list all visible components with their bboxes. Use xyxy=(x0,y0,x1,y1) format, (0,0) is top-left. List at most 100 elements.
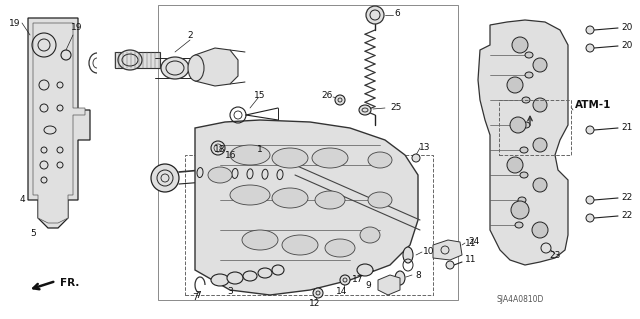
Ellipse shape xyxy=(520,172,528,178)
Text: 3: 3 xyxy=(227,287,233,296)
Text: 25: 25 xyxy=(390,103,401,113)
Text: ATM-1: ATM-1 xyxy=(575,100,611,110)
Circle shape xyxy=(444,244,452,252)
Ellipse shape xyxy=(359,105,371,115)
Text: 10: 10 xyxy=(423,248,435,256)
Ellipse shape xyxy=(525,52,533,58)
Text: 2: 2 xyxy=(187,31,193,40)
Text: 11: 11 xyxy=(465,239,477,248)
Bar xyxy=(158,5,458,300)
Text: 22: 22 xyxy=(621,211,632,219)
Text: 12: 12 xyxy=(309,300,321,308)
Ellipse shape xyxy=(230,145,270,165)
Circle shape xyxy=(586,26,594,34)
Ellipse shape xyxy=(357,264,373,276)
Circle shape xyxy=(533,178,547,192)
Ellipse shape xyxy=(312,148,348,168)
Text: 16: 16 xyxy=(225,151,237,160)
Ellipse shape xyxy=(360,227,380,243)
Text: 13: 13 xyxy=(419,144,431,152)
Circle shape xyxy=(335,95,345,105)
Circle shape xyxy=(586,214,594,222)
Polygon shape xyxy=(478,20,568,265)
Text: 19: 19 xyxy=(8,19,20,27)
Circle shape xyxy=(510,117,526,133)
Ellipse shape xyxy=(366,6,384,24)
Text: 26: 26 xyxy=(321,91,333,100)
Circle shape xyxy=(446,261,454,269)
Ellipse shape xyxy=(518,197,526,203)
Text: 14: 14 xyxy=(336,286,348,295)
Circle shape xyxy=(586,126,594,134)
Circle shape xyxy=(586,44,594,52)
Text: 15: 15 xyxy=(254,91,266,100)
Bar xyxy=(115,52,160,68)
Circle shape xyxy=(151,164,179,192)
Ellipse shape xyxy=(161,57,189,79)
Circle shape xyxy=(541,243,551,253)
Circle shape xyxy=(533,138,547,152)
Text: 20: 20 xyxy=(621,41,632,49)
Circle shape xyxy=(533,98,547,112)
Circle shape xyxy=(340,275,350,285)
Text: FR.: FR. xyxy=(60,278,79,288)
Ellipse shape xyxy=(211,274,229,286)
Ellipse shape xyxy=(118,50,142,70)
Ellipse shape xyxy=(258,268,272,278)
Text: 7: 7 xyxy=(195,291,201,300)
Text: 11: 11 xyxy=(465,256,477,264)
Bar xyxy=(499,100,571,155)
Ellipse shape xyxy=(315,191,345,209)
Ellipse shape xyxy=(325,239,355,257)
Ellipse shape xyxy=(230,185,270,205)
Ellipse shape xyxy=(403,247,413,263)
Text: 8: 8 xyxy=(415,271,420,279)
Polygon shape xyxy=(195,120,418,295)
Ellipse shape xyxy=(522,122,530,128)
Ellipse shape xyxy=(208,167,232,183)
Circle shape xyxy=(507,157,523,173)
Bar xyxy=(185,155,433,295)
Text: SJA4A0810D: SJA4A0810D xyxy=(496,295,544,305)
Ellipse shape xyxy=(272,265,284,275)
Text: 17: 17 xyxy=(352,276,364,285)
Text: 5: 5 xyxy=(30,228,36,238)
Ellipse shape xyxy=(282,235,318,255)
Ellipse shape xyxy=(520,147,528,153)
Polygon shape xyxy=(433,240,462,260)
Circle shape xyxy=(313,288,323,298)
Ellipse shape xyxy=(272,148,308,168)
Ellipse shape xyxy=(368,192,392,208)
Text: 19: 19 xyxy=(71,24,83,33)
Ellipse shape xyxy=(243,271,257,281)
Ellipse shape xyxy=(227,272,243,284)
Text: 22: 22 xyxy=(621,192,632,202)
Polygon shape xyxy=(195,48,238,86)
Ellipse shape xyxy=(368,152,392,168)
Polygon shape xyxy=(378,275,400,295)
Ellipse shape xyxy=(272,188,308,208)
Polygon shape xyxy=(33,23,85,223)
Text: 4: 4 xyxy=(19,196,25,204)
Text: 21: 21 xyxy=(621,122,632,131)
Circle shape xyxy=(586,196,594,204)
Text: 6: 6 xyxy=(394,9,400,18)
Polygon shape xyxy=(28,18,90,228)
Text: 24: 24 xyxy=(468,238,479,247)
Ellipse shape xyxy=(242,230,278,250)
Circle shape xyxy=(532,222,548,238)
Text: 23: 23 xyxy=(549,250,561,259)
Text: 9: 9 xyxy=(365,280,371,290)
Circle shape xyxy=(412,154,420,162)
Text: 18: 18 xyxy=(214,145,226,154)
Ellipse shape xyxy=(188,55,204,81)
Text: 7: 7 xyxy=(192,293,198,302)
Text: 20: 20 xyxy=(621,23,632,32)
Text: 1: 1 xyxy=(257,145,263,154)
Circle shape xyxy=(533,58,547,72)
Circle shape xyxy=(512,37,528,53)
Ellipse shape xyxy=(395,271,405,285)
Circle shape xyxy=(511,201,529,219)
Ellipse shape xyxy=(525,72,533,78)
Ellipse shape xyxy=(522,97,530,103)
